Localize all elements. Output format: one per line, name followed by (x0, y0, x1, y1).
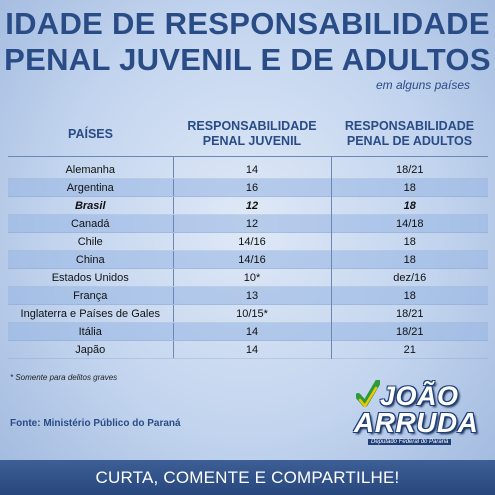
column-header-adult: RESPONSABILIDADE PENAL DE ADULTOS (344, 119, 475, 148)
table-row-highlighted: Brasil 12 18 (8, 196, 488, 215)
adult-age-cell: 18 (331, 286, 488, 305)
table-row: Japão 14 21 (8, 340, 488, 359)
title-line-1: IDADE DE RESPONSABILIDADE (5, 6, 490, 41)
table-row: Estados Unidos 10* dez/16 (8, 268, 488, 287)
juvenile-age-cell: 14 (172, 156, 332, 179)
politician-logo: JOÃO ARRUDA Deputado Federal do Paraná (350, 380, 490, 455)
country-cell: Itália (8, 322, 173, 341)
subtitle: em alguns países (375, 78, 470, 92)
adult-age-cell: 21 (331, 340, 488, 359)
juvenile-age-cell: 10* (172, 268, 332, 287)
table-row: França 13 18 (8, 286, 488, 305)
country-cell: Brasil (8, 196, 173, 215)
country-cell: França (8, 286, 173, 305)
adult-age-cell: 14/18 (331, 214, 488, 233)
juvenile-age-cell: 10/15* (172, 304, 332, 323)
country-cell: Japão (8, 340, 173, 359)
adult-age-cell: 18 (331, 232, 488, 251)
footnote: * Somente para delitos graves (10, 373, 118, 382)
juvenile-age-cell: 14/16 (172, 250, 332, 269)
call-to-action-bar: CURTA, COMENTE E COMPARTILHE! (0, 460, 495, 495)
juvenile-age-cell: 12 (172, 196, 332, 215)
source-credit: Fonte: Ministério Público do Paraná (10, 418, 181, 429)
juvenile-age-cell: 13 (172, 286, 332, 305)
country-cell: Chile (8, 232, 173, 251)
table-row: Canadá 12 14/18 (8, 214, 488, 233)
adult-age-cell: 18/21 (331, 322, 488, 341)
logo-tagline: Deputado Federal do Paraná (368, 439, 452, 445)
adult-age-cell: 18 (331, 178, 488, 197)
table-row: Itália 14 18/21 (8, 322, 488, 341)
adult-age-cell: 18/21 (331, 156, 488, 179)
country-cell: Argentina (8, 178, 173, 197)
juvenile-age-cell: 14 (172, 322, 332, 341)
table-row: Chile 14/16 18 (8, 232, 488, 251)
table-row: Argentina 16 18 (8, 178, 488, 197)
country-cell: Estados Unidos (8, 268, 173, 287)
adult-age-cell: 18 (331, 196, 488, 215)
check-mark-icon (356, 380, 380, 408)
page-title: IDADE DE RESPONSABILIDADE PENAL JUVENIL … (0, 6, 495, 78)
country-cell: China (8, 250, 173, 269)
juvenile-age-cell: 12 (172, 214, 332, 233)
table-header-row: PAÍSES RESPONSABILIDADE PENAL JUVENIL RE… (8, 112, 488, 157)
country-cell: Inglaterra e Países de Gales (8, 304, 173, 323)
logo-name-last: ARRUDA (354, 407, 479, 438)
country-cell: Canadá (8, 214, 173, 233)
adult-age-cell: dez/16 (331, 268, 488, 287)
age-table: PAÍSES RESPONSABILIDADE PENAL JUVENIL RE… (8, 112, 488, 359)
title-line-2: PENAL JUVENIL E DE ADULTOS (4, 42, 491, 77)
call-to-action-text: CURTA, COMENTE E COMPARTILHE! (95, 468, 400, 487)
juvenile-age-cell: 14/16 (172, 232, 332, 251)
table-row: China 14/16 18 (8, 250, 488, 269)
adult-age-cell: 18 (331, 250, 488, 269)
adult-age-cell: 18/21 (331, 304, 488, 323)
logo-name-first: JOÃO (380, 381, 459, 411)
country-cell: Alemanha (8, 156, 173, 179)
table-row: Alemanha 14 18/21 (8, 156, 488, 179)
column-header-countries: PAÍSES (68, 126, 113, 141)
column-header-juvenile: RESPONSABILIDADE PENAL JUVENIL (187, 119, 317, 148)
table-row: Inglaterra e Países de Gales 10/15* 18/2… (8, 304, 488, 323)
juvenile-age-cell: 16 (172, 178, 332, 197)
juvenile-age-cell: 14 (172, 340, 332, 359)
